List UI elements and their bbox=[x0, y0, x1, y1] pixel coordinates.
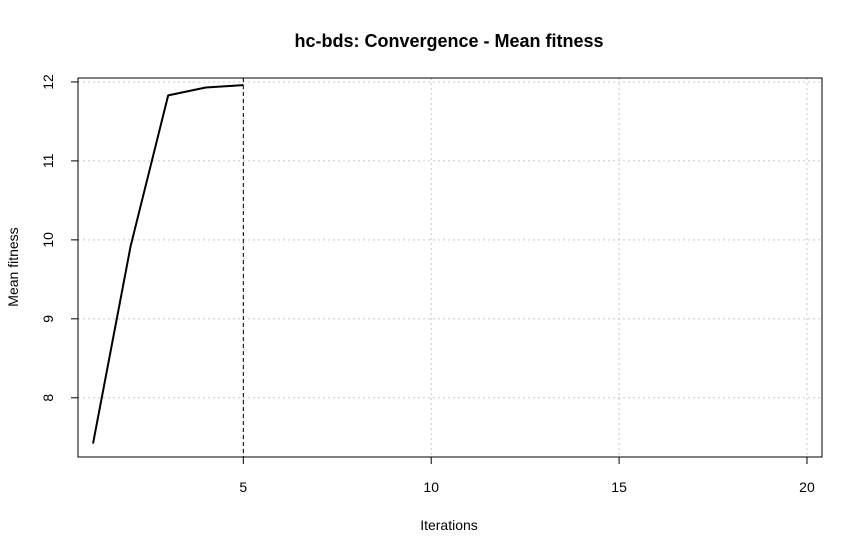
x-tick-label: 10 bbox=[423, 479, 439, 495]
plot-frame bbox=[77, 77, 823, 458]
x-tick-label: 20 bbox=[799, 479, 815, 495]
x-axis: 5 10 15 20 bbox=[239, 457, 815, 495]
series-line bbox=[92, 84, 244, 444]
y-axis-label: Mean fitness bbox=[5, 227, 21, 306]
series-layer bbox=[92, 84, 244, 444]
chart-title: hc-bds: Convergence - Mean fitness bbox=[294, 31, 603, 51]
y-tick-label: 10 bbox=[40, 232, 56, 248]
x-axis-label: Iterations bbox=[420, 517, 478, 533]
y-tick-label: 12 bbox=[40, 74, 56, 90]
grid-lines bbox=[78, 78, 822, 457]
y-tick-label: 11 bbox=[40, 153, 56, 168]
x-tick-label: 5 bbox=[239, 479, 247, 495]
y-tick-label: 8 bbox=[40, 394, 56, 402]
x-tick-label: 15 bbox=[611, 479, 627, 495]
y-tick-label: 9 bbox=[40, 315, 56, 323]
y-axis: 8 9 10 11 12 bbox=[40, 74, 78, 402]
